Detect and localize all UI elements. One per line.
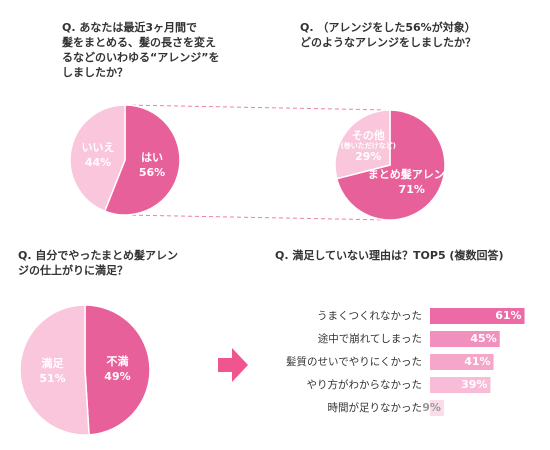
chart-title: しましたか？	[62, 66, 128, 79]
pie-slice	[69, 104, 126, 213]
pie-slice	[103, 104, 181, 216]
chart-title: Q. 自分でやったまとめ髪アレン	[18, 248, 178, 262]
bar	[430, 377, 491, 393]
connector	[124, 104, 391, 111]
chart-title: ジの仕上がりに満足？	[18, 263, 128, 277]
chart-title: Q. （アレンジをした56%が対象）	[300, 20, 476, 34]
slice-label: はい	[141, 151, 163, 164]
slice-value: 29%	[355, 150, 381, 163]
bar-value: 39%	[461, 378, 487, 391]
bar-label: 髪質のせいでやりにくかった	[286, 355, 422, 368]
slice-label: 不満	[106, 354, 128, 368]
bar-value: 45%	[470, 332, 496, 345]
bar	[430, 354, 494, 370]
bar-value: 61%	[495, 309, 521, 322]
slice-label: その他	[352, 128, 385, 142]
slice-value: 71%	[399, 183, 425, 196]
connector	[124, 214, 391, 221]
slice-value: 51%	[39, 372, 65, 385]
chart-title: 髪をまとめる、髪の長さを変え	[61, 35, 216, 49]
bar	[430, 331, 500, 347]
bar	[430, 308, 525, 324]
bar-label: うまくつくれなかった	[317, 310, 422, 322]
chart-title: Q. 満足していない理由は？TOP5 (複数回答)	[275, 248, 503, 262]
bar-label: 途中で崩れてしまった	[318, 332, 422, 345]
bar-value: 9%	[422, 401, 441, 414]
chart-title: どのようなアレンジをしましたか？	[300, 36, 476, 49]
slice-note: (巻いただけなど)	[341, 141, 396, 150]
slice-value: 49%	[104, 370, 130, 383]
pie-slice	[335, 109, 446, 221]
pie-slice	[334, 109, 391, 180]
slice-value: 44%	[85, 156, 111, 169]
slice-label: 満足	[42, 356, 65, 370]
bar-label: 時間が足りなかった	[328, 401, 423, 414]
chart-title: Q. あなたは最近3ヶ月間で	[62, 20, 197, 34]
pie-slice	[84, 304, 151, 436]
arrow	[218, 348, 248, 382]
bar-label: やり方がわからなかった	[307, 378, 423, 391]
slice-value: 56%	[139, 166, 165, 179]
slice-label: いいえ	[81, 141, 114, 154]
bar	[430, 400, 444, 416]
slice-label: まとめ髪アレンジ	[368, 167, 456, 181]
chart-title: るなどのいわゆる“アレンジ”を	[62, 51, 219, 64]
bar-value: 41%	[464, 355, 490, 368]
pie-slice	[19, 304, 90, 436]
